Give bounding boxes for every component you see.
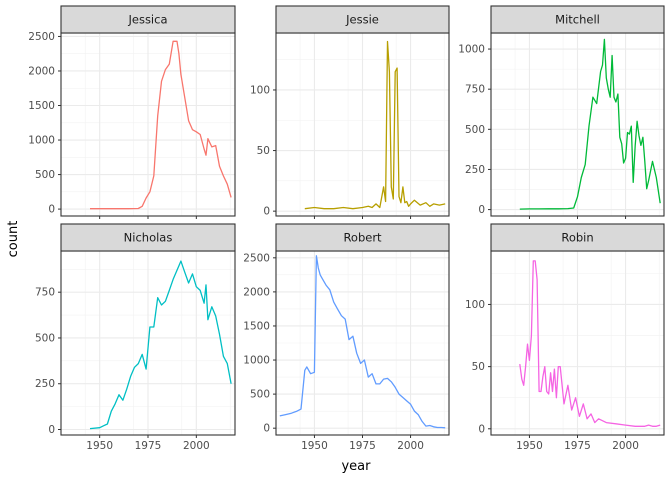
y-tick-label: 500 [465,124,485,136]
strip-robin [490,223,665,252]
series-line-jessica [90,40,232,210]
x-tick-label: 1950 [516,440,543,452]
y-tick-label: 1000 [458,44,485,56]
y-tick-label: 750 [35,287,55,299]
series-line-nicholas [89,260,232,430]
strip-label-nicholas: Nicholas [124,231,173,245]
y-tick-label: 750 [465,84,485,96]
facet-nicholas: Nicholas 0 250 500 750 1950 1975 2000 [35,223,236,452]
y-tick-label: 2500 [243,252,270,264]
y-tick-label: 500 [35,332,55,344]
y-tick-label: 500 [250,389,270,401]
x-tick-label: 1975 [564,440,591,452]
x-axis-title: year [341,459,371,474]
strip-robert [275,223,450,252]
y-tick-label: 0 [263,423,270,435]
y-tick-label: 100 [465,299,485,311]
x-tick-label: 1950 [301,440,328,452]
strip-nicholas [60,223,236,252]
y-tick-label: 0 [48,424,55,436]
y-tick-label: 50 [472,361,485,373]
series-line-robin [519,260,661,427]
strip-label-mitchell: Mitchell [555,13,600,27]
strip-label-robin: Robin [561,231,593,245]
y-tick-label: 500 [35,169,55,181]
y-axis-title: count [6,221,21,258]
facet-robin: Robin 0 50 100 1950 1975 2000 [465,223,665,452]
y-tick-label: 0 [263,206,270,218]
y-tick-label: 250 [465,164,485,176]
strip-label-jessie: Jessie [345,13,379,27]
y-tick-label: 1000 [243,355,270,367]
strip-label-jessica: Jessica [127,13,167,27]
x-tick-label: 1975 [349,440,376,452]
y-tick-label: 0 [478,204,485,216]
series-line-robert [279,255,446,429]
y-tick-label: 250 [35,378,55,390]
strip-jessica [60,5,236,34]
strip-jessie [275,5,450,34]
y-tick-label: 1000 [28,135,55,147]
y-tick-label: 2000 [28,65,55,77]
y-tick-label: 1500 [243,320,270,332]
facet-robert: Robert 0 500 1000 1500 2000 2500 1950 1975 2000 [243,223,450,452]
y-tick-label: 50 [257,145,270,157]
x-tick-label: 1950 [86,440,113,452]
facet-panels: Jessica05001000150020002500Jessie050100M… [28,5,665,452]
y-tick-label: 2000 [243,286,270,298]
facet-mitchell: Mitchell 0 250 500 750 1000 [458,5,665,219]
x-tick-label: 2000 [183,440,210,452]
series-line-mitchell [519,38,661,210]
facet-jessica: Jessica 0 500 1000 1500 2000 2500 [28,5,236,219]
series-line-jessie [304,40,446,210]
facet-jessie: Jessie 0 50 100 [250,5,450,219]
y-tick-label: 0 [478,423,485,435]
strip-mitchell [490,5,665,34]
y-tick-label: 0 [48,204,55,216]
y-tick-label: 2500 [28,31,55,43]
y-tick-label: 100 [250,84,270,96]
y-tick-label: 1500 [28,100,55,112]
x-tick-label: 1975 [135,440,162,452]
x-tick-label: 2000 [612,440,639,452]
x-tick-label: 2000 [397,440,424,452]
strip-label-robert: Robert [343,231,382,245]
